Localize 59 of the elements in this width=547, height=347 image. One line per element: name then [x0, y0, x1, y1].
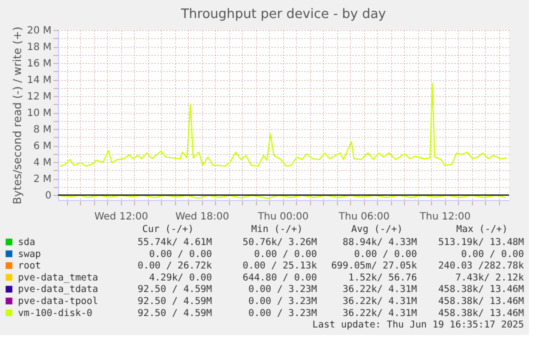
- text: 458.38k/ 13.46M: [438, 284, 524, 296]
- x-tick-label: Thu 12:00: [418, 212, 471, 222]
- x-tick-label: Wed 18:00: [175, 212, 230, 222]
- text: 4.29k/ 0.00: [149, 272, 212, 284]
- text: 1.52k/ 56.76: [348, 272, 418, 284]
- text: 458.38k/ 13.46M: [438, 308, 524, 319]
- text: 36.22k/ 4.31M: [342, 284, 418, 296]
- text: 88.94k/ 4.33M: [342, 237, 418, 248]
- y-tick-label: 12 M: [26, 92, 52, 103]
- text: 36.22k/ 4.31M: [342, 296, 418, 307]
- text: 0.00 / 25.13k: [242, 260, 318, 272]
- text: 458.38k/ 13.46M: [438, 296, 524, 307]
- x-tick-label: Thu 06:00: [338, 212, 390, 222]
- y-tick-label: 14 M: [26, 75, 52, 86]
- text: 0.00 / 3.23M: [248, 284, 318, 296]
- text: 0.00 / 3.23M: [248, 296, 318, 307]
- text: 92.50 / 4.59M: [138, 296, 212, 307]
- text: 0.00 / 3.23M: [248, 308, 318, 319]
- text: 36.22k/ 4.31M: [342, 308, 418, 319]
- text: 92.50 / 4.59M: [138, 308, 212, 319]
- text: 240.03 /282.78k: [438, 260, 524, 272]
- text: 55.74k/ 4.61M: [138, 237, 212, 248]
- text: Min (-/+): [251, 224, 303, 235]
- text: Avg (-/+): [351, 224, 403, 235]
- y-tick-label: 0: [45, 190, 52, 202]
- text: 699.05m/ 27.05k: [331, 260, 418, 272]
- text: 0.00 / 26.72k: [138, 260, 212, 272]
- text: 513.19k/ 13.48M: [438, 237, 524, 248]
- y-tick-label: 16 M: [26, 58, 52, 70]
- text: 0.00 / 0.00: [354, 248, 418, 260]
- y-tick-label: 10 M: [26, 108, 52, 120]
- chart-title: Throughput per device - by day: [180, 7, 386, 22]
- legend-label: pve-data_tmeta: [18, 272, 98, 284]
- legend-label: pve-data_tdata: [18, 284, 98, 296]
- text: Max (-/+): [456, 224, 508, 235]
- legend-label: swap: [18, 248, 42, 260]
- text: 644.80 / 0.00: [242, 272, 318, 284]
- text: Cur (-/+): [142, 224, 194, 235]
- y-tick-label: 6 M: [33, 141, 52, 152]
- text: Last update: Thu Jun 19 16:35:17 2025: [312, 320, 524, 331]
- x-tick-label: Thu 00:00: [256, 212, 309, 222]
- legend-label: pve-data-tpool: [18, 296, 98, 307]
- y-tick-label: 18 M: [26, 42, 52, 54]
- text: 0.00 / 0.00: [461, 248, 524, 260]
- legend-label: vm-100-disk-0: [18, 308, 93, 319]
- y-tick-label: 8 M: [33, 124, 52, 136]
- text: 92.50 / 4.59M: [138, 284, 212, 296]
- legend-label: sda: [18, 237, 36, 248]
- text: 50.76k/ 3.26M: [242, 237, 318, 248]
- y-axis-title: Bytes/second read (-) / write (+): [10, 26, 24, 204]
- text: 0.00 / 0.00: [254, 248, 318, 260]
- text: 7.43k/ 2.12k: [455, 272, 524, 284]
- y-tick-label: 20 M: [26, 26, 52, 36]
- legend-label: root: [18, 260, 41, 272]
- y-tick-label: 2 M: [33, 174, 52, 186]
- x-tick-label: Wed 12:00: [94, 212, 148, 222]
- text: 0.00 / 0.00: [149, 248, 212, 260]
- y-tick-label: 4 M: [33, 158, 52, 169]
- line-series: [59, 83, 508, 167]
